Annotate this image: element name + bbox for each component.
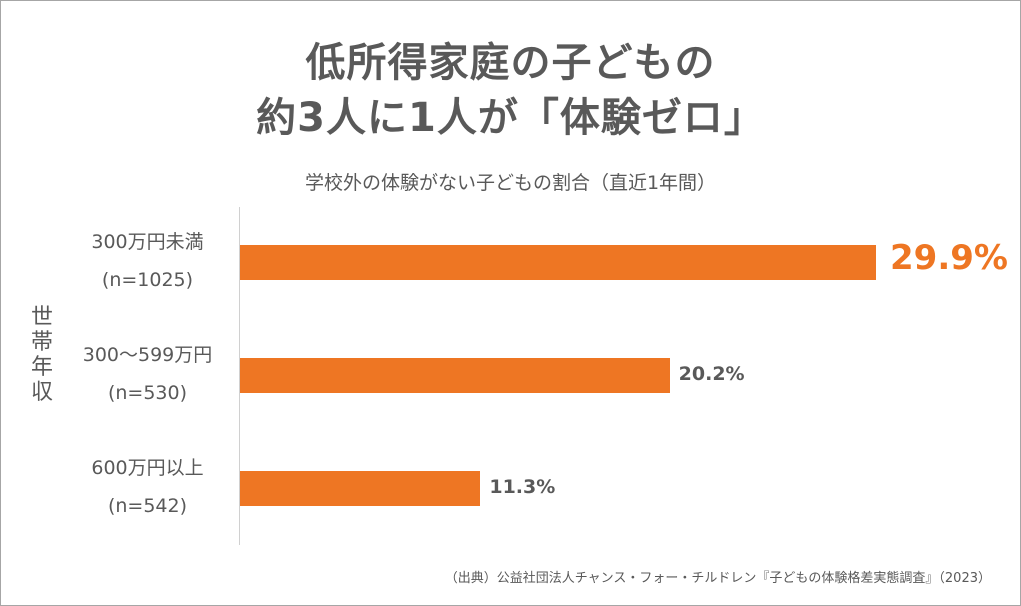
category-name: 300万円未満 <box>91 231 204 253</box>
category-name: 300〜599万円 <box>82 344 213 366</box>
chart-subtitle: 学校外の体験がない子どもの割合（直近1年間） <box>304 172 717 194</box>
category-label: 300〜599万円 (n=530) <box>60 336 235 412</box>
source-note: （出典）公益社団法人チャンス・フォー・チルドレン『子どもの体験格差実態調査』（2… <box>444 571 991 586</box>
y-axis-line <box>239 207 240 545</box>
data-label: 11.3% <box>489 476 556 498</box>
bar <box>240 358 670 393</box>
bar <box>240 245 876 280</box>
category-sample-size: (n=1025) <box>101 269 194 291</box>
data-label: 20.2% <box>678 363 745 385</box>
y-axis-label: 世帯年収 <box>30 305 53 405</box>
category-label: 300万円未満 (n=1025) <box>60 223 235 299</box>
chart-title-line-1: 低所得家庭の子どもの <box>305 40 716 86</box>
category-sample-size: (n=530) <box>107 382 188 404</box>
category-label: 600万円以上 (n=542) <box>60 449 235 525</box>
category-name: 600万円以上 <box>91 457 204 479</box>
category-sample-size: (n=542) <box>107 495 188 517</box>
bar <box>240 471 481 506</box>
chart-title-line-2: 約3人に1人が「体験ゼロ」 <box>256 95 765 141</box>
data-label: 29.9% <box>890 238 1008 278</box>
